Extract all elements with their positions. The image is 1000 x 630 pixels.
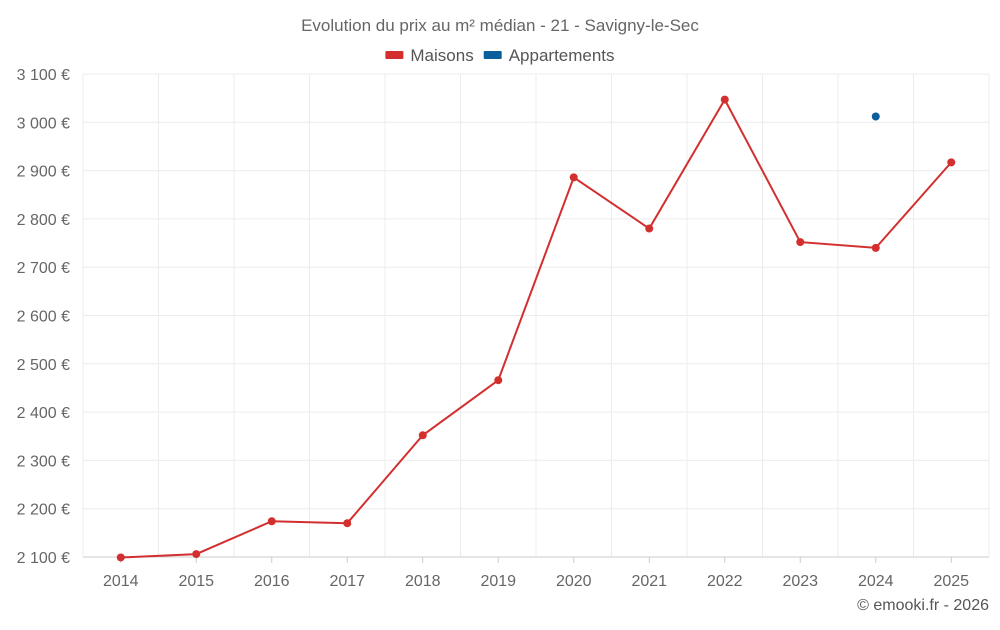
x-tick-label: 2019 (480, 573, 516, 590)
data-point[interactable] (645, 225, 653, 233)
data-point[interactable] (268, 517, 276, 525)
legend: Maisons Appartements (385, 46, 614, 65)
y-tick-label: 2 700 € (17, 260, 70, 277)
data-point[interactable] (494, 376, 502, 384)
series-appartements (872, 113, 880, 121)
x-tick-label: 2015 (178, 573, 214, 590)
x-tick-label: 2014 (103, 573, 139, 590)
data-point[interactable] (947, 158, 955, 166)
x-tick-label: 2017 (329, 573, 365, 590)
data-point[interactable] (570, 173, 578, 181)
x-tick-label: 2018 (405, 573, 441, 590)
legend-item-maisons[interactable]: Maisons (385, 46, 473, 65)
legend-label: Maisons (410, 46, 473, 65)
data-point[interactable] (419, 431, 427, 439)
legend-label: Appartements (509, 46, 615, 65)
chart-container: Evolution du prix au m² médian - 21 - Sa… (0, 0, 1000, 625)
y-tick-label: 2 100 € (17, 550, 70, 567)
y-tick-label: 2 400 € (17, 405, 70, 422)
x-tick-label: 2020 (556, 573, 592, 590)
y-tick-label: 3 100 € (17, 67, 70, 84)
y-tick-label: 2 200 € (17, 502, 70, 519)
data-point[interactable] (872, 244, 880, 252)
y-tick-label: 2 600 € (17, 309, 70, 326)
legend-swatch (385, 51, 403, 59)
axes: 2 100 € 2 200 € 2 300 € 2 400 € 2 500 € 2 600… (17, 67, 989, 590)
chart-title: Evolution du prix au m² médian - 21 - Sa… (301, 16, 699, 35)
grid (83, 74, 989, 557)
data-point[interactable] (117, 553, 125, 561)
line-chart: Evolution du prix au m² médian - 21 - Sa… (0, 0, 1000, 625)
data-point[interactable] (721, 96, 729, 104)
y-tick-label: 2 300 € (17, 453, 70, 470)
y-tick-label: 3 000 € (17, 115, 70, 132)
y-tick-label: 2 800 € (17, 212, 70, 229)
x-tick-label: 2023 (782, 573, 818, 590)
data-point[interactable] (796, 238, 804, 246)
y-tick-label: 2 900 € (17, 164, 70, 181)
x-tick-label: 2022 (707, 573, 743, 590)
x-tick-label: 2025 (933, 573, 969, 590)
data-point[interactable] (343, 519, 351, 527)
x-tick-label: 2016 (254, 573, 290, 590)
legend-swatch (484, 51, 502, 59)
x-tick-label: 2021 (631, 573, 667, 590)
credit-text: © emooki.fr - 2026 (857, 597, 989, 614)
legend-item-appartements[interactable]: Appartements (484, 46, 615, 65)
data-point[interactable] (192, 550, 200, 558)
y-tick-label: 2 500 € (17, 357, 70, 374)
x-tick-label: 2024 (858, 573, 894, 590)
data-point[interactable] (872, 113, 880, 121)
